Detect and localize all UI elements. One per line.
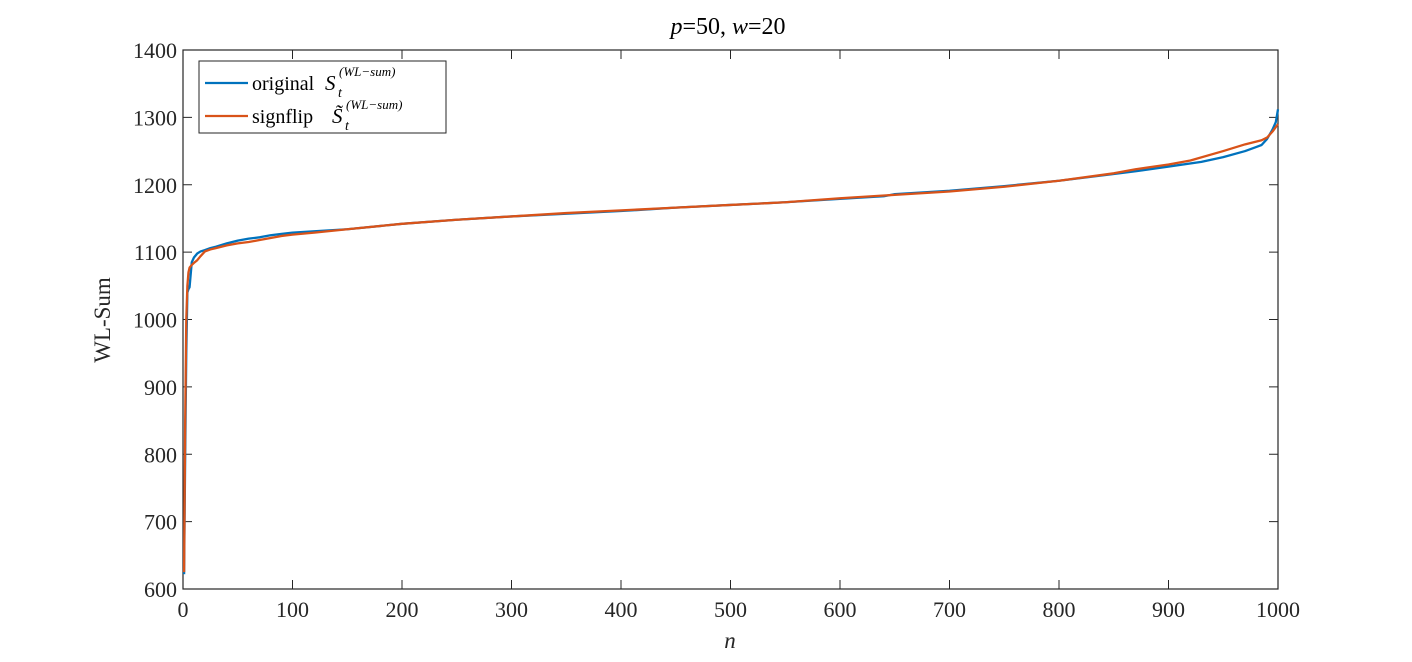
legend: original S t (WL−sum) signflip S̃ t (WL−…: [198, 60, 447, 134]
legend-entry-original: original S t (WL−sum): [205, 64, 395, 101]
title-p-value: =50,: [682, 14, 732, 40]
title-w-value: =20: [748, 14, 786, 40]
legend-superscript-signflip: (WL−sum): [346, 97, 402, 112]
y-tick-label: 1300: [133, 105, 177, 130]
x-tick-label: 600: [824, 597, 857, 622]
x-axis-title: n: [724, 628, 736, 653]
y-tick-label: 600: [144, 577, 177, 602]
x-tick-label: 900: [1152, 597, 1185, 622]
y-axis-title: WL-Sum: [90, 277, 115, 363]
legend-subscript-signflip: t: [345, 119, 350, 134]
y-tick-label: 1000: [133, 308, 177, 333]
title-p-symbol: p: [668, 14, 682, 40]
y-tick-label: 900: [144, 375, 177, 400]
x-tick-label: 700: [933, 597, 966, 622]
x-tick-label: 800: [1043, 597, 1076, 622]
y-axis: 600 700 800 900 1000 1100 1200 1300 1400: [133, 38, 1278, 602]
title-w-symbol: w: [732, 14, 748, 40]
legend-label-original: original: [252, 73, 315, 95]
series-layer: [182, 109, 1280, 575]
x-tick-label: 100: [276, 597, 309, 622]
x-tick-label: 1000: [1256, 597, 1300, 622]
y-tick-label: 1100: [134, 240, 177, 265]
x-tick-label: 400: [605, 597, 638, 622]
plot-area: [182, 49, 1279, 590]
series-line-signflip: [182, 123, 1279, 573]
legend-symbol-signflip: S̃: [332, 104, 344, 128]
x-tick-label: 500: [714, 597, 747, 622]
y-tick-label: 700: [144, 510, 177, 535]
legend-box: [198, 60, 447, 134]
legend-symbol-original: S: [325, 71, 336, 95]
y-tick-label: 1400: [133, 38, 177, 63]
x-tick-label: 0: [178, 597, 189, 622]
x-tick-label: 300: [495, 597, 528, 622]
x-tick-label: 200: [386, 597, 419, 622]
legend-subscript-original: t: [338, 86, 343, 101]
legend-superscript-original: (WL−sum): [339, 64, 395, 79]
legend-label-signflip: signflip: [252, 106, 313, 128]
legend-entry-signflip: signflip S̃ t (WL−sum): [205, 97, 402, 134]
chart-title: p=50, w=20: [668, 14, 785, 40]
x-axis: 0 100 200 300 400 500 600 700 800 900 1000: [178, 50, 1300, 622]
y-tick-label: 1200: [133, 173, 177, 198]
y-tick-label: 800: [144, 442, 177, 467]
